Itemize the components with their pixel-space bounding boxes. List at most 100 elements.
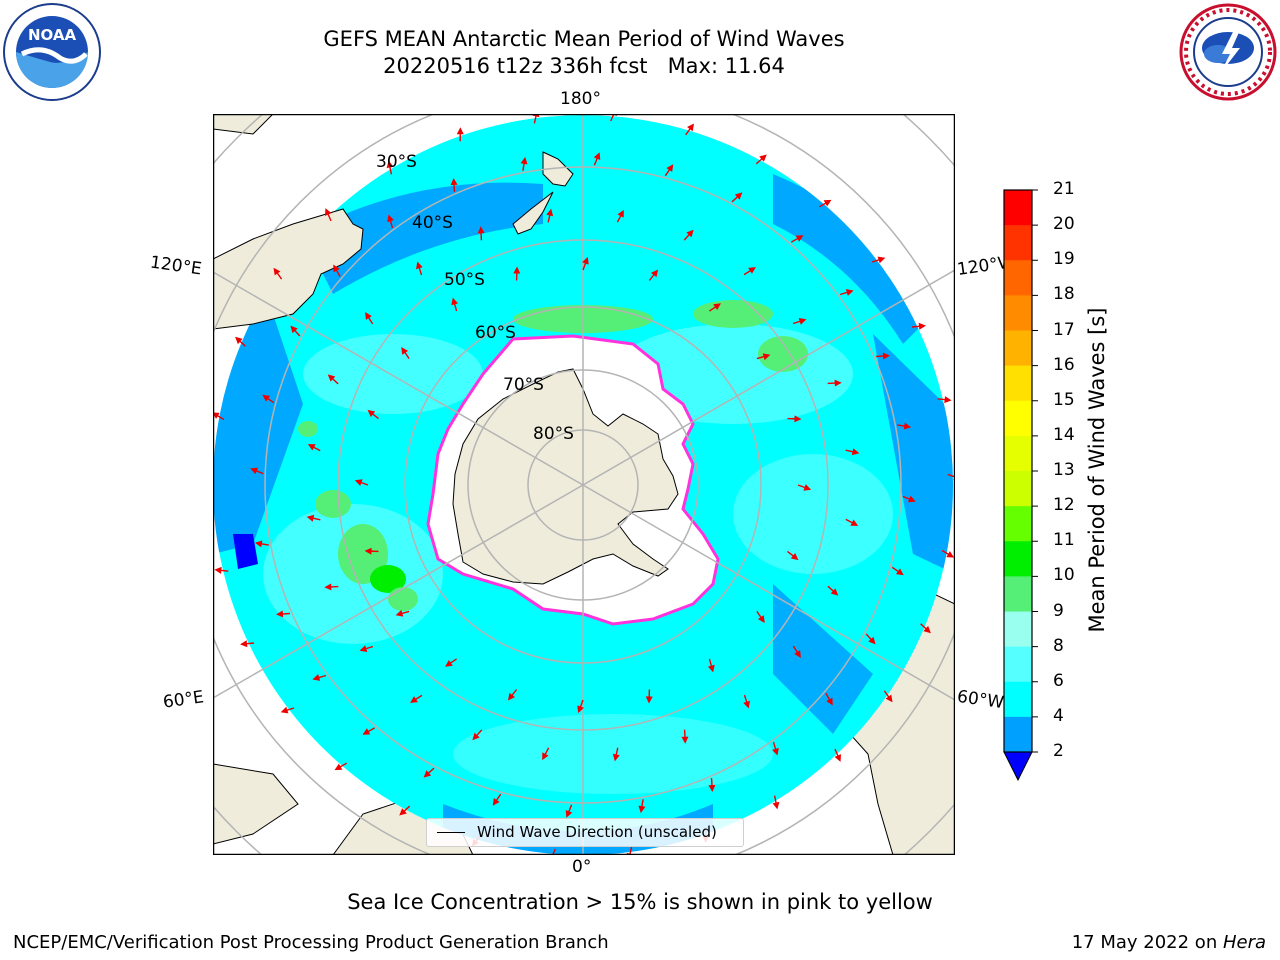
lat-label-60s: 60°S (475, 323, 516, 343)
wind-wave-arrowhead (593, 152, 601, 161)
wind-wave-arrowhead (645, 696, 653, 704)
wind-wave-arrowhead (772, 747, 779, 756)
colorbar-title: Mean Period of Wind Waves [s] (1085, 307, 1109, 633)
wind-wave-arrowhead (877, 256, 886, 264)
lon-label-60w: 60°W (955, 686, 1006, 714)
wind-wave-arrowhead (364, 547, 372, 555)
land-antarctica (452, 368, 679, 585)
sea-ice-note: Sea Ice Concentration > 15% is shown in … (0, 890, 1280, 914)
wind-wave-arrowhead (542, 752, 549, 761)
wind-wave-arrowhead (280, 706, 289, 714)
wind-wave-arrow (610, 114, 615, 122)
wind-wave-arrow (533, 114, 538, 124)
colorbar-tick-label: 19 (1053, 249, 1075, 270)
colorbar-tick-label: 12 (1053, 495, 1075, 516)
wind-wave-arrow (629, 846, 633, 855)
wind-wave-arrowhead (851, 448, 860, 456)
colorbar-tick-label: 17 (1053, 319, 1075, 340)
colorbar-bin (1004, 190, 1032, 226)
wind-wave-arrowhead (850, 519, 859, 526)
wind-wave-arrowhead (868, 636, 876, 645)
colorbar-tick-label: 10 (1053, 565, 1075, 586)
wind-wave-arrowhead (416, 261, 423, 270)
wind-wave-arrowhead (477, 226, 485, 234)
footer-right: 17 May 2022 on Hera (1072, 932, 1266, 953)
wind-wave-arrowhead (395, 609, 404, 617)
wind-wave-arrowhead (923, 625, 931, 634)
wind-wave-arrows (213, 114, 955, 855)
wind-wave-arrowhead (826, 697, 833, 706)
wind-wave-arrowhead (546, 208, 554, 217)
wind-wave-arrowhead (759, 154, 767, 162)
colorbar-bin (1004, 400, 1032, 437)
sea-ice-note-text: Sea Ice Concentration > 15% is shown in … (347, 890, 933, 914)
colorbar (1003, 189, 1038, 782)
lon-label-120e: 120°E (148, 252, 203, 280)
colorbar-extend-arrow (1003, 751, 1033, 782)
wind-wave-arrowhead (456, 127, 464, 135)
colorbar-bin (1004, 611, 1032, 648)
wind-wave-arrowhead (240, 640, 248, 648)
wind-wave-arrowhead (273, 267, 281, 276)
wind-wave-arrowhead (445, 659, 453, 667)
wind-wave-arrowhead (507, 692, 516, 701)
colorbar-bin (1004, 471, 1032, 507)
wind-wave-arrowhead (681, 736, 689, 744)
colorbar-bin (1004, 295, 1032, 331)
lat-label-30s: 30°S (376, 152, 417, 172)
wind-wave-arrowhead (713, 303, 721, 311)
wind-wave-arrowhead (708, 784, 716, 793)
wind-wave-arrowhead (582, 256, 589, 265)
wind-wave-arrowhead (907, 495, 916, 503)
lon-label-60e: 60°E (161, 687, 206, 713)
wind-wave-arrowhead (334, 763, 343, 771)
colorbar-bin (1004, 576, 1032, 612)
wind-wave-arrowhead (638, 805, 646, 814)
wind-wave-arrowhead (790, 552, 799, 561)
wind-wave-arrowhead (903, 422, 912, 430)
wind-wave-arrowhead (823, 199, 832, 207)
colorbar-tick-label: 11 (1053, 530, 1075, 551)
colorbar-bin (1004, 646, 1032, 683)
wind-wave-arrow (947, 473, 955, 478)
wind-wave-arrowhead (748, 267, 756, 274)
wind-wave-arrowhead (882, 352, 891, 360)
wind-wave-arrowhead (327, 374, 336, 382)
colorbar-bin (1004, 330, 1032, 367)
colorbar-tick-label: 6 (1053, 670, 1064, 691)
wind-wave-arrowhead (362, 728, 371, 735)
colorbar-tick-label: 8 (1053, 635, 1064, 656)
wind-wave-arrowhead (795, 235, 804, 242)
wind-wave-arrowhead (803, 484, 812, 491)
colorbar-bin (1004, 435, 1032, 472)
colorbar-tick-label: 18 (1053, 284, 1075, 305)
colorbar-bin (1004, 225, 1032, 261)
antarctic-map (213, 114, 955, 855)
wind-wave-arrowhead (325, 208, 332, 216)
wind-wave-arrowhead (772, 801, 780, 810)
wind-wave-arrowhead (324, 583, 332, 591)
colorbar-tick-label: 21 (1053, 179, 1075, 199)
colorbar-tick-label: 15 (1053, 389, 1075, 410)
wind-wave-arrowhead (520, 156, 528, 165)
map-subtitle: 20220516 t12z 336h fcst Max: 11.64 (383, 54, 785, 78)
colorbar-tick-label: 13 (1053, 460, 1075, 480)
wind-wave-arrowhead (410, 696, 418, 703)
wind-wave-arrowhead (235, 336, 243, 345)
wind-wave-arrowhead (845, 289, 854, 296)
wind-wave-arrowhead (213, 412, 220, 419)
wind-wave-arrowhead (918, 322, 926, 330)
lat-label-50s: 50°S (444, 270, 485, 290)
wind-wave-arrowhead (565, 809, 573, 818)
wind-wave-arrowhead (885, 694, 893, 703)
wind-wave-arrowhead (450, 177, 458, 186)
lon-label-0: 0° (572, 857, 592, 877)
wind-wave-arrowhead (944, 396, 952, 404)
colorbar-bin (1004, 681, 1032, 718)
wind-wave-arrowhead (214, 566, 222, 574)
wind-wave-arrowhead (401, 347, 409, 355)
wind-wave-arrowhead (513, 266, 521, 274)
wind-wave-arrowhead (354, 479, 363, 486)
wind-wave-arrowhead (830, 588, 839, 596)
wind-wave-arrowhead (333, 264, 340, 273)
